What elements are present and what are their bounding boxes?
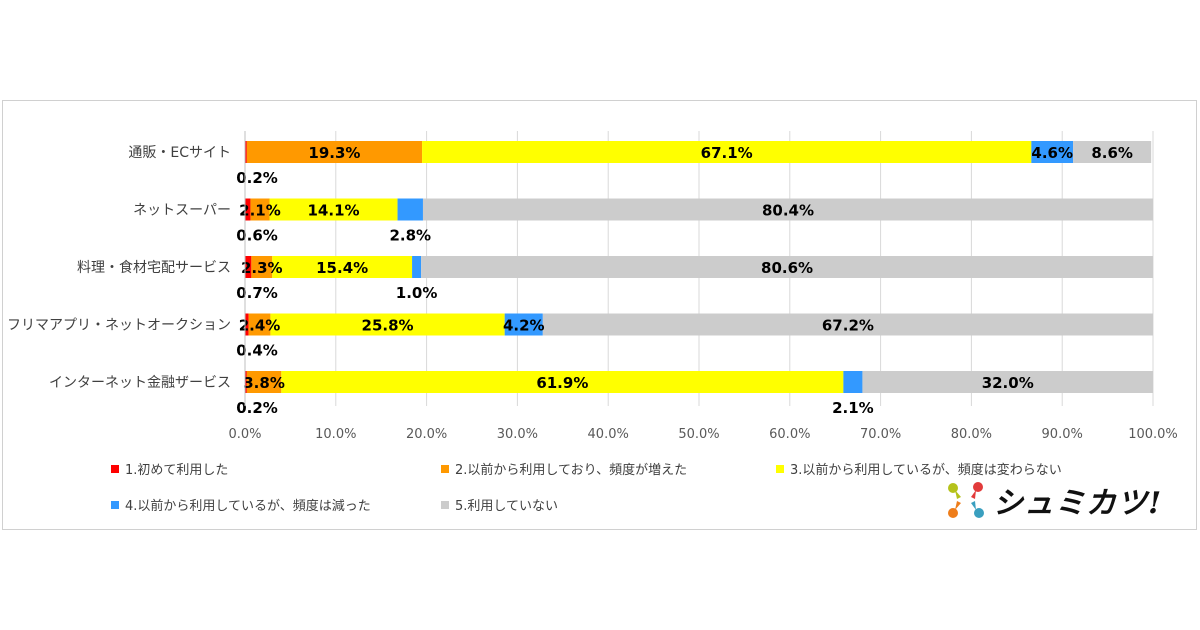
x-tick-label: 0.0%	[228, 427, 261, 442]
legend-label: 5.利用していない	[455, 499, 559, 514]
legend-item-4: 4.以前から利用しているが、頻度は減った	[111, 495, 371, 514]
bar-segment-5	[421, 256, 1154, 278]
legend-swatch	[111, 500, 119, 509]
bar-segment-2	[246, 371, 282, 393]
data-label: 14.1%	[308, 202, 360, 220]
x-tick-label: 20.0%	[406, 427, 447, 442]
x-tick-label: 100.0%	[1128, 427, 1178, 442]
bar-segment-1	[245, 256, 252, 278]
legend-item-2: 2.以前から利用しており、頻度が増えた	[441, 459, 687, 478]
bar-segment-1	[245, 141, 247, 163]
legend-label: 4.以前から利用しているが、頻度は減った	[125, 499, 371, 514]
data-label: 4.2%	[503, 317, 545, 335]
bar-segment-3	[281, 371, 844, 393]
data-label: 67.2%	[822, 317, 874, 335]
bar-segment-2	[250, 198, 270, 221]
bar-segment-3	[270, 313, 505, 336]
x-tick-label: 70.0%	[860, 427, 901, 442]
bar-segment-5	[1073, 141, 1152, 163]
shumikatsu-logo: シュミカツ!	[945, 478, 1162, 522]
category-label: インターネット金融ザービス	[49, 375, 231, 391]
legend-label: 2.以前から利用しており、頻度が増えた	[455, 463, 688, 478]
bar-segment-2	[246, 141, 423, 163]
legend-item-3: 3.以前から利用しているが、頻度は変わらない	[776, 459, 1062, 478]
data-label: 2.4%	[239, 317, 281, 335]
data-label: 4.6%	[1031, 144, 1073, 162]
x-tick-label: 80.0%	[951, 427, 992, 442]
chart-frame: 0.0% 10.0% 20.0% 30.0% 40.0% 50.0% 60.0% 70.0% 8…	[2, 100, 1197, 530]
data-label: 32.0%	[982, 374, 1034, 392]
data-label: 3.8%	[243, 374, 285, 392]
bar-segment-5	[542, 313, 1153, 336]
bar-segment-3	[269, 198, 398, 221]
bar-segment-4	[843, 371, 863, 393]
category-label: ネットスーパー	[133, 203, 231, 219]
bar-segment-4	[504, 313, 543, 336]
data-label: 2.8%	[389, 227, 431, 245]
data-label: 80.4%	[762, 202, 814, 220]
data-label: 80.6%	[761, 259, 813, 277]
x-tick-label: 90.0%	[1042, 427, 1083, 442]
legend-item-1: 1.初めて利用した	[111, 459, 228, 478]
data-label: 2.1%	[832, 399, 874, 417]
data-label: 0.6%	[236, 227, 278, 245]
legend-item-5: 5.利用していない	[441, 495, 558, 514]
bar-segment-4	[397, 198, 423, 221]
bar-segment-4	[1031, 141, 1074, 163]
data-label: 1.0%	[396, 284, 438, 302]
category-label: 料理・食材宅配サービス	[77, 259, 231, 276]
bar-segment-2	[248, 313, 271, 336]
x-tick-label: 40.0%	[588, 427, 629, 442]
legend-label: 3.以前から利用しているが、頻度は変わらない	[790, 463, 1062, 478]
data-label: 0.2%	[236, 169, 278, 187]
legend-swatch	[111, 464, 119, 473]
legend-swatch	[776, 464, 784, 473]
x-tick-label: 60.0%	[769, 427, 810, 442]
bar-segment-4	[412, 256, 422, 278]
data-label: 0.7%	[236, 284, 278, 302]
bar-segment-1	[245, 371, 247, 393]
bar-segment-5	[862, 371, 1153, 393]
data-label: 0.4%	[236, 342, 278, 360]
category-label: フリマアプリ・ネットオークション	[7, 318, 231, 334]
legend-label: 1.初めて利用した	[125, 463, 229, 478]
data-label: 2.1%	[239, 202, 281, 220]
x-tick-label: 30.0%	[497, 427, 538, 442]
x-tick-label: 10.0%	[315, 427, 356, 442]
data-label: 2.3%	[241, 259, 283, 277]
bar-segment-1	[245, 198, 251, 221]
stacked-bar-chart: 0.0% 10.0% 20.0% 30.0% 40.0% 50.0% 60.0% 70.0% 8…	[7, 131, 1178, 442]
data-label: 0.2%	[236, 399, 278, 417]
x-tick-label: 50.0%	[678, 427, 719, 442]
bar-segment-1	[245, 313, 249, 336]
bar-segment-5	[422, 198, 1153, 221]
data-label: 8.6%	[1091, 144, 1133, 162]
data-label: 25.8%	[362, 317, 414, 335]
data-label: 61.9%	[536, 374, 588, 392]
logo-mark-icon	[948, 482, 984, 518]
data-label: 15.4%	[316, 259, 368, 277]
legend-swatch	[441, 500, 449, 509]
category-label: 通販・ECサイト	[128, 145, 231, 161]
bar-segment-3	[422, 141, 1032, 163]
data-label: 19.3%	[308, 144, 360, 162]
legend-swatch	[441, 464, 449, 473]
logo-text: シュミカツ!	[993, 486, 1163, 521]
data-label: 67.1%	[701, 144, 753, 162]
bar-segment-2	[251, 256, 273, 278]
bar-segment-3	[272, 256, 413, 278]
